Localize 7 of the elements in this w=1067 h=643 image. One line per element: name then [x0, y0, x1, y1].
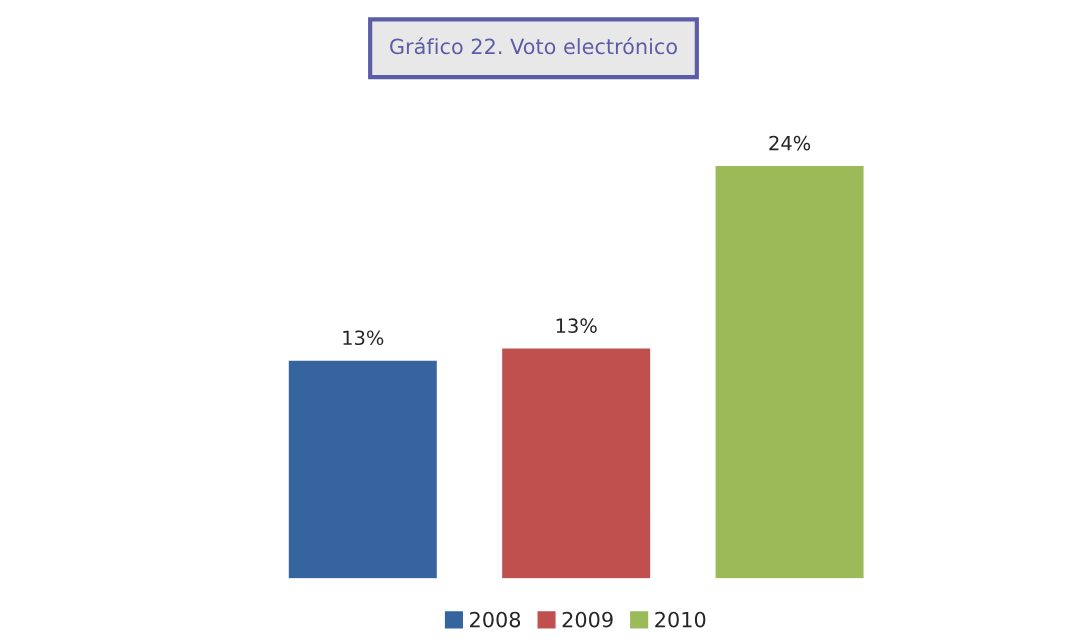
data-label: 13%: [343, 330, 384, 346]
data-label: 13%: [556, 318, 597, 334]
chart-title: Gráfico 22. Voto electrónico: [390, 37, 677, 55]
legend-label: 2010: [655, 611, 706, 628]
data-label: 24%: [769, 135, 811, 151]
legend-label: 2009: [562, 611, 613, 628]
legend-label: 2008: [470, 611, 521, 628]
